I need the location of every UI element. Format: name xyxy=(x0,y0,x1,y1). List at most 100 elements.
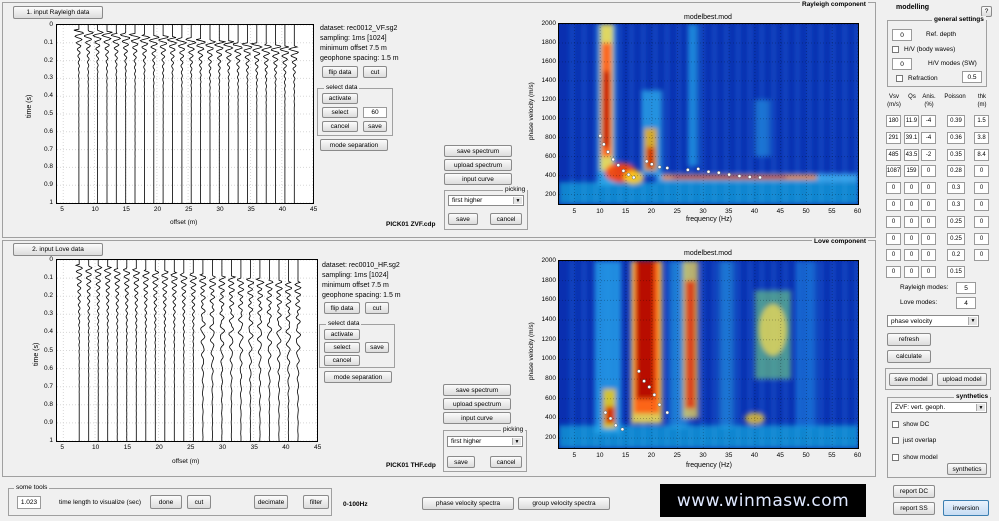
rayleigh-picking-cancel-button[interactable]: cancel xyxy=(490,213,522,225)
table-cell[interactable]: 291 xyxy=(886,131,901,144)
table-cell[interactable]: 0 xyxy=(886,182,901,195)
table-cell[interactable]: 0 xyxy=(904,232,919,245)
table-cell[interactable]: 0.28 xyxy=(947,165,965,178)
phase-velocity-spectra-button[interactable]: phase velocity spectra xyxy=(422,497,514,510)
love-save-spectrum-button[interactable]: save spectrum xyxy=(443,384,511,396)
table-cell[interactable]: 8.4 xyxy=(974,148,989,161)
table-cell[interactable]: 0.25 xyxy=(947,215,965,228)
rayleigh-save-button[interactable]: save xyxy=(363,121,387,132)
time-length-field[interactable]: 1.023 xyxy=(17,496,41,509)
table-cell[interactable]: 0 xyxy=(921,266,936,279)
table-cell[interactable]: 180 xyxy=(886,115,901,127)
rayleigh-picking-save-button[interactable]: save xyxy=(448,213,478,225)
table-cell[interactable]: -2 xyxy=(921,148,936,161)
winmasw-banner[interactable]: www.winmasw.com xyxy=(660,484,866,517)
table-cell[interactable]: 43.5 xyxy=(904,148,919,161)
table-cell[interactable]: 485 xyxy=(886,148,901,161)
love-picking-save-button[interactable]: save xyxy=(447,456,475,468)
table-cell[interactable]: 0 xyxy=(886,249,901,262)
rayleigh-cancel-button[interactable]: cancel xyxy=(322,121,358,132)
table-cell[interactable]: 0 xyxy=(974,232,989,245)
input-love-button[interactable]: 2. input Love data xyxy=(13,243,103,256)
table-cell[interactable]: 0 xyxy=(921,232,936,245)
table-cell[interactable]: 0.3 xyxy=(947,199,965,211)
table-cell[interactable]: 0 xyxy=(974,165,989,178)
table-cell[interactable]: 0 xyxy=(904,199,919,211)
upload-model-button[interactable]: upload model xyxy=(937,373,987,386)
table-cell[interactable]: 0 xyxy=(974,249,989,262)
rayleigh-flip-data-button[interactable]: flip data xyxy=(322,66,358,78)
group-velocity-spectra-button[interactable]: group velocity spectra xyxy=(518,497,610,510)
table-cell[interactable]: 0 xyxy=(904,266,919,279)
table-cell[interactable]: 0 xyxy=(904,182,919,195)
refraction-field[interactable]: 0.5 xyxy=(962,71,982,83)
table-cell[interactable]: 0 xyxy=(974,182,989,195)
table-cell[interactable]: 11.9 xyxy=(904,115,919,127)
show-dc-checkbox[interactable] xyxy=(892,421,899,428)
input-rayleigh-button[interactable]: 1. input Rayleigh data xyxy=(13,6,103,19)
refraction-checkbox[interactable] xyxy=(896,75,903,82)
table-cell[interactable]: 0.35 xyxy=(947,148,965,161)
table-cell[interactable]: 0.36 xyxy=(947,131,965,144)
love-save-button[interactable]: save xyxy=(365,342,389,353)
table-cell[interactable]: -4 xyxy=(921,131,936,144)
love-picking-cancel-button[interactable]: cancel xyxy=(490,456,522,468)
love-input-curve-button[interactable]: input curve xyxy=(443,412,511,424)
filter-button[interactable]: filter xyxy=(303,495,329,509)
table-cell[interactable]: 0 xyxy=(921,165,936,178)
love-upload-spectrum-button[interactable]: upload spectrum xyxy=(443,398,511,410)
hv-modes-field[interactable]: 0 xyxy=(892,58,912,70)
table-cell[interactable]: 0 xyxy=(904,215,919,228)
ref-depth-field[interactable]: 0 xyxy=(892,29,912,41)
table-cell[interactable]: 1.5 xyxy=(974,115,989,127)
table-cell[interactable]: 3.8 xyxy=(974,131,989,144)
rayleigh-input-curve-button[interactable]: input curve xyxy=(444,173,512,185)
rayleigh-picking-select[interactable]: first higher ▼ xyxy=(448,195,524,206)
synthetics-component-select[interactable]: ZVF: vert. geoph. ▼ xyxy=(891,402,987,413)
velocity-type-select[interactable]: phase velocity ▼ xyxy=(887,315,979,327)
table-cell[interactable]: 0.2 xyxy=(947,249,965,262)
table-cell[interactable]: 159 xyxy=(904,165,919,178)
love-modes-field[interactable]: 4 xyxy=(956,297,976,309)
table-cell[interactable]: 39.1 xyxy=(904,131,919,144)
table-cell[interactable]: 0 xyxy=(904,249,919,262)
report-ss-button[interactable]: report SS xyxy=(893,502,935,515)
love-picking-select[interactable]: first higher ▼ xyxy=(447,436,523,447)
love-mode-separation-button[interactable]: mode separation xyxy=(324,371,392,383)
love-select-button[interactable]: select xyxy=(324,342,360,353)
table-cell[interactable]: 0 xyxy=(886,266,901,279)
tools-cut-button[interactable]: cut xyxy=(187,495,211,509)
rayleigh-activate-button[interactable]: activate xyxy=(322,93,358,104)
calculate-button[interactable]: calculate xyxy=(887,350,931,363)
table-cell[interactable]: 0 xyxy=(921,182,936,195)
table-cell[interactable]: 0.25 xyxy=(947,232,965,245)
table-cell[interactable]: 0 xyxy=(921,215,936,228)
table-cell[interactable]: 0.39 xyxy=(947,115,965,127)
inversion-button[interactable]: inversion xyxy=(943,500,989,516)
love-flip-data-button[interactable]: flip data xyxy=(324,302,360,314)
love-activate-button[interactable]: activate xyxy=(324,329,360,340)
table-cell[interactable]: 0 xyxy=(886,232,901,245)
rayleigh-save-spectrum-button[interactable]: save spectrum xyxy=(444,145,512,157)
save-model-button[interactable]: save model xyxy=(889,373,933,386)
help-button[interactable]: ? xyxy=(981,6,992,17)
table-cell[interactable]: 0 xyxy=(974,199,989,211)
table-cell[interactable]: 0 xyxy=(921,199,936,211)
rayleigh-select-value[interactable]: 60 xyxy=(363,107,387,118)
rayleigh-cut-button[interactable]: cut xyxy=(363,66,387,78)
rayleigh-mode-separation-button[interactable]: mode separation xyxy=(320,139,388,151)
table-cell[interactable]: 0 xyxy=(886,215,901,228)
report-dc-button[interactable]: report DC xyxy=(893,485,935,498)
table-cell[interactable]: 0.15 xyxy=(947,266,965,279)
hv-body-checkbox[interactable] xyxy=(892,46,899,53)
done-button[interactable]: done xyxy=(150,495,182,509)
show-model-checkbox[interactable] xyxy=(892,454,899,461)
table-cell[interactable]: 0 xyxy=(974,215,989,228)
rayleigh-select-button[interactable]: select xyxy=(322,107,358,118)
table-cell[interactable]: -4 xyxy=(921,115,936,127)
table-cell[interactable]: 1087 xyxy=(886,165,901,178)
just-overlap-checkbox[interactable] xyxy=(892,437,899,444)
table-cell[interactable]: 0 xyxy=(921,249,936,262)
rayleigh-modes-field[interactable]: 5 xyxy=(956,282,976,294)
decimate-button[interactable]: decimate xyxy=(254,495,288,509)
